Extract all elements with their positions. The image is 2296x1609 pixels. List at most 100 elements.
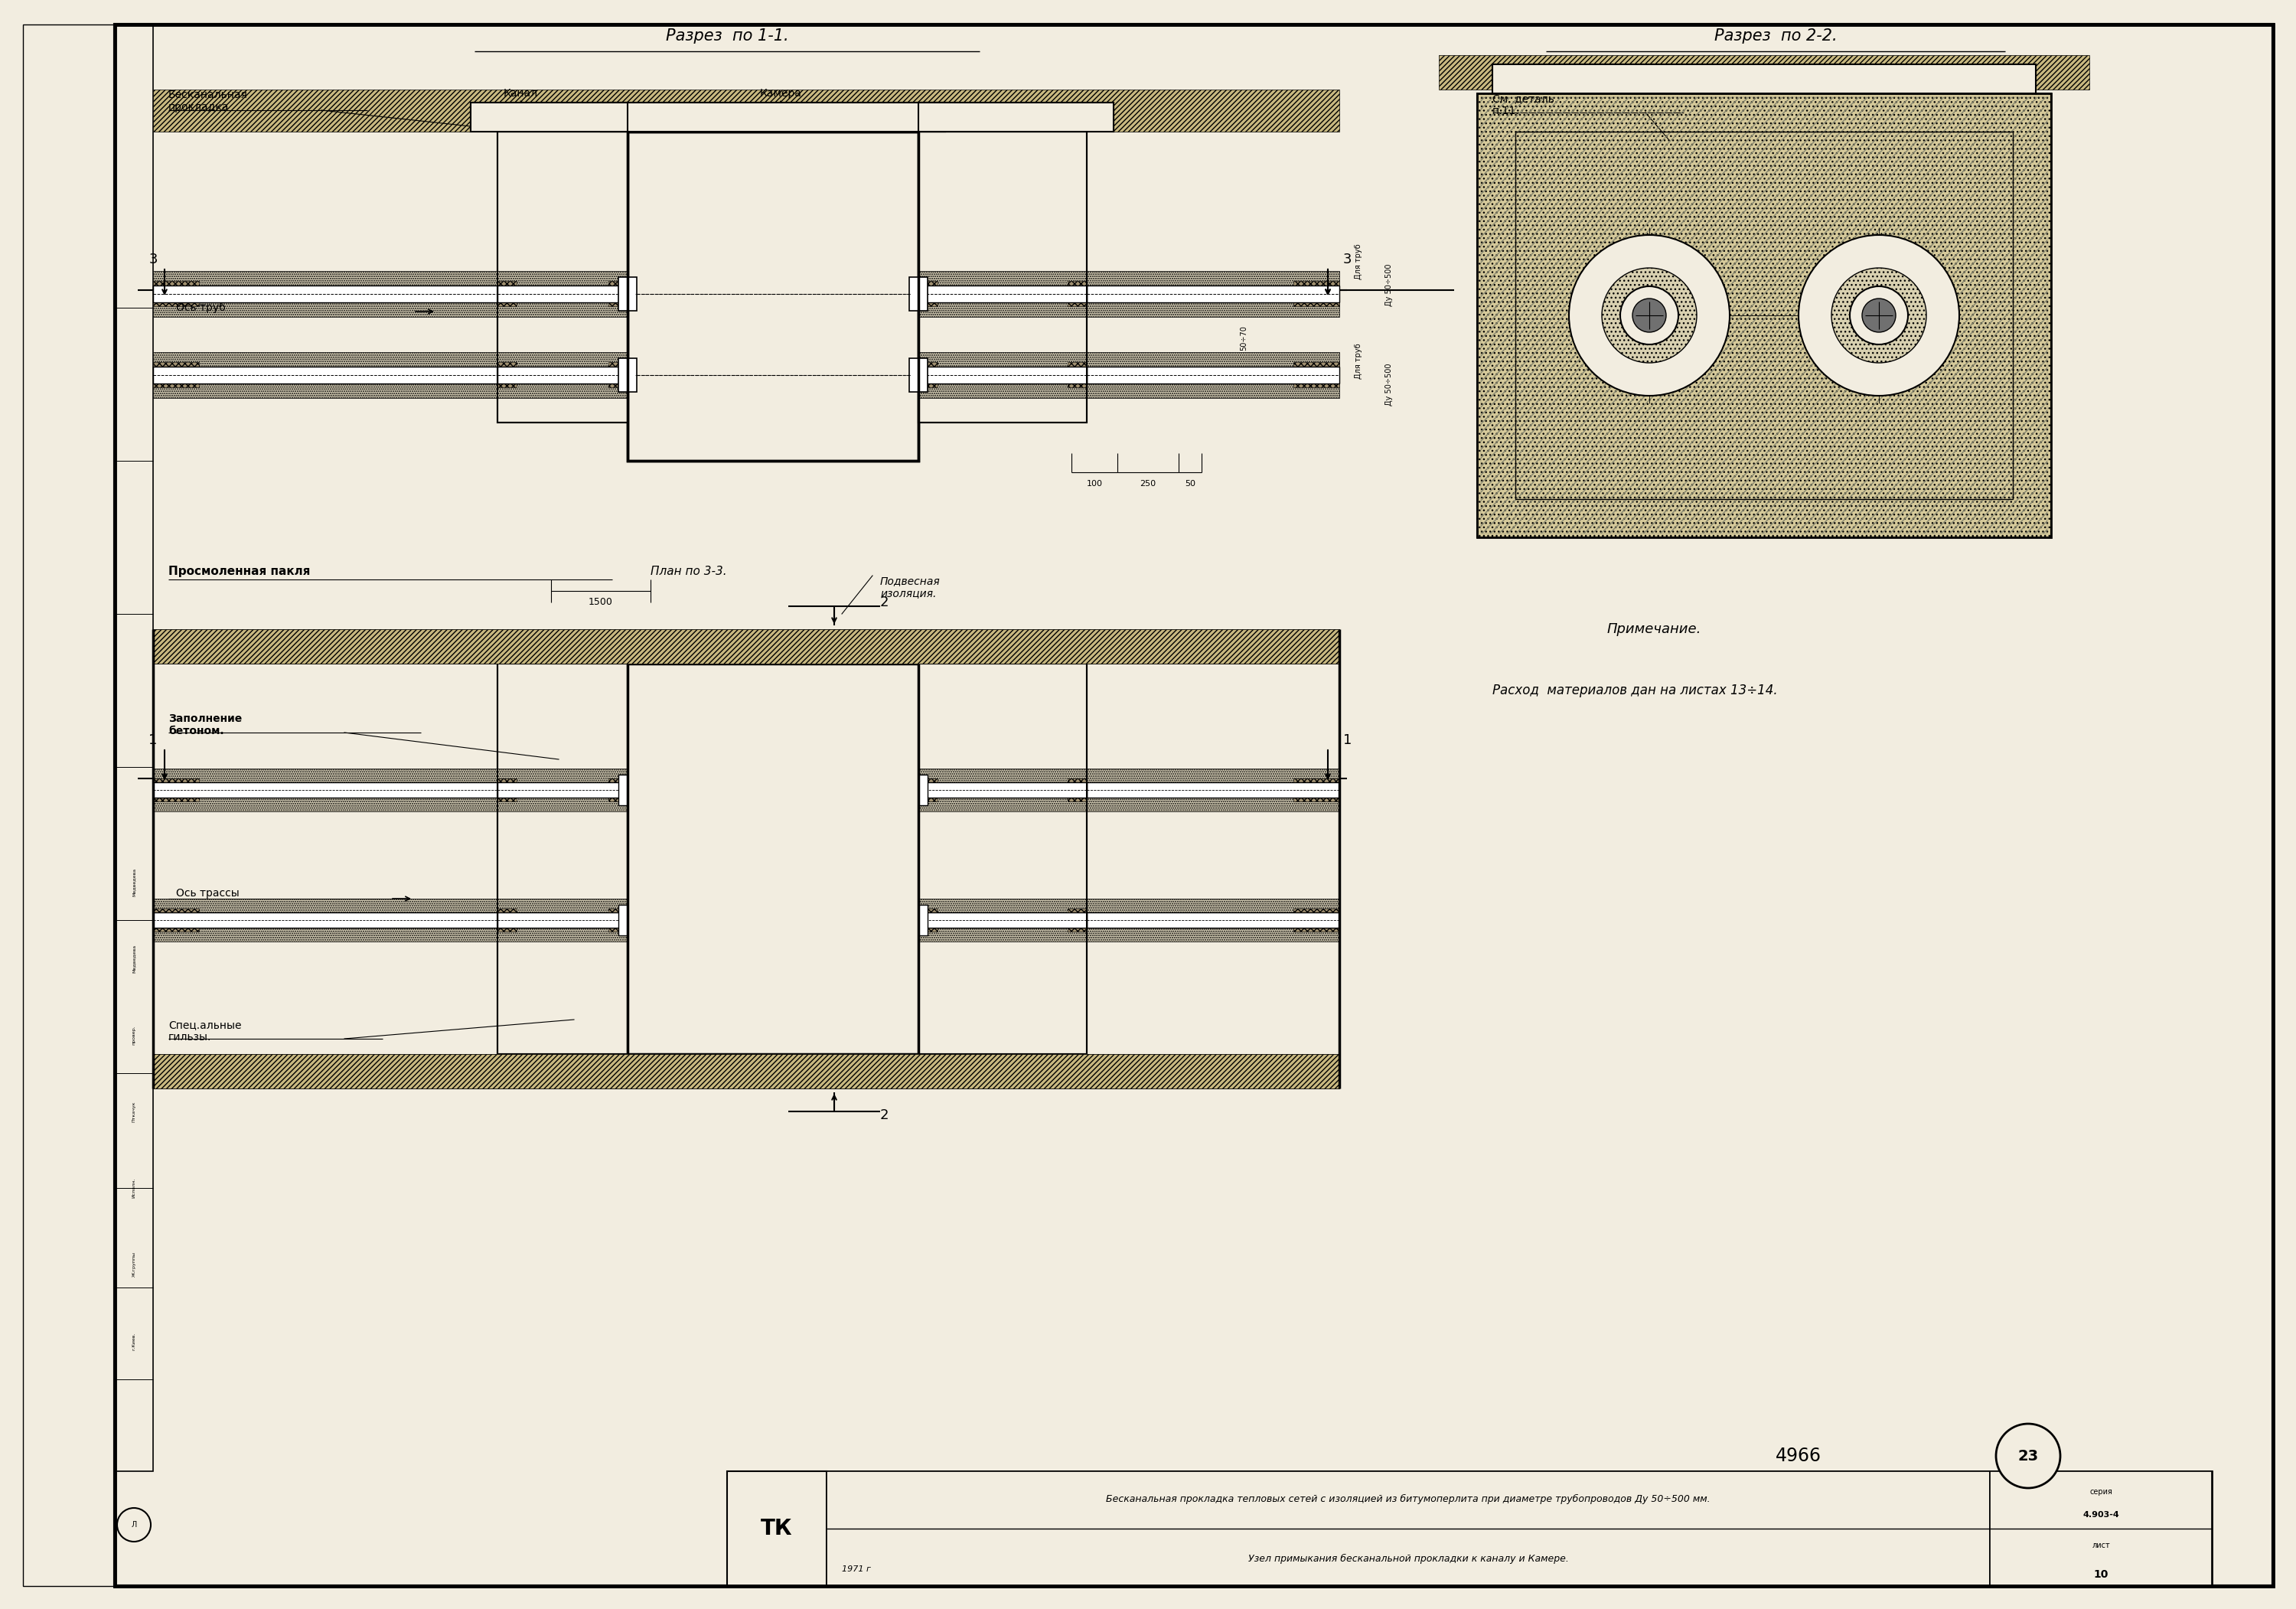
- Text: Узел примыкания бесканальной прокладки к каналу и Камере.: Узел примыкания бесканальной прокладки к…: [1249, 1553, 1568, 1564]
- Bar: [618, 774, 636, 804]
- Bar: [1476, 93, 2050, 537]
- Text: План по 3-3.: План по 3-3.: [650, 566, 728, 578]
- Bar: [918, 663, 1086, 1054]
- Bar: [618, 904, 636, 935]
- Text: серия: серия: [2089, 1488, 2112, 1496]
- Bar: [1086, 769, 1339, 811]
- Bar: [918, 899, 1086, 941]
- Bar: [498, 270, 627, 317]
- Bar: [827, 1471, 1991, 1586]
- Text: См. деталь
п.11.: См. деталь п.11.: [1492, 93, 1554, 116]
- Bar: [154, 912, 498, 928]
- Text: Камера: Камера: [760, 88, 801, 98]
- Bar: [1293, 909, 1339, 932]
- Text: 4966: 4966: [1775, 1446, 1821, 1466]
- Text: 4.903-4: 4.903-4: [2082, 1511, 2119, 1519]
- Bar: [498, 663, 627, 1054]
- Text: 23: 23: [2018, 1448, 2039, 1463]
- Bar: [728, 1471, 827, 1586]
- Text: 3: 3: [1343, 253, 1352, 267]
- Bar: [154, 629, 1339, 663]
- Bar: [1086, 270, 1339, 317]
- Bar: [918, 270, 1086, 317]
- Circle shape: [1798, 235, 1958, 396]
- Circle shape: [1632, 299, 1667, 331]
- Text: 1: 1: [1343, 734, 1352, 747]
- Text: 2: 2: [879, 1109, 889, 1121]
- Bar: [1086, 782, 1339, 798]
- Bar: [608, 779, 627, 801]
- Bar: [1068, 909, 1086, 932]
- Bar: [1086, 352, 1339, 397]
- Bar: [918, 912, 1086, 928]
- Bar: [608, 909, 627, 932]
- Text: Исполн.: Исполн.: [131, 1178, 135, 1199]
- Text: провер.: провер.: [131, 1025, 135, 1044]
- Text: 250: 250: [1139, 479, 1157, 488]
- Bar: [1293, 282, 1339, 307]
- Text: Медведева: Медведева: [131, 867, 135, 896]
- Bar: [627, 663, 918, 1054]
- Text: Просмоленная пакля: Просмоленная пакля: [168, 566, 310, 578]
- Bar: [154, 909, 200, 932]
- Bar: [1086, 899, 1339, 941]
- Text: 1500: 1500: [588, 597, 613, 607]
- Text: В.П.: В.П.: [762, 785, 783, 795]
- Bar: [498, 132, 627, 423]
- Circle shape: [1832, 269, 1926, 362]
- Bar: [471, 103, 627, 132]
- Bar: [498, 769, 627, 811]
- Bar: [918, 362, 937, 388]
- Bar: [154, 769, 498, 811]
- Bar: [154, 362, 200, 388]
- Circle shape: [1621, 286, 1678, 344]
- Bar: [1086, 367, 1339, 383]
- Bar: [1068, 779, 1086, 801]
- Text: Спец.альные
гильзы.: Спец.альные гильзы.: [168, 1020, 241, 1043]
- Bar: [618, 359, 636, 393]
- Text: 3: 3: [149, 253, 158, 267]
- Bar: [154, 782, 498, 798]
- Bar: [918, 103, 1114, 132]
- Bar: [1440, 55, 2089, 90]
- Bar: [618, 277, 636, 311]
- Text: ТК: ТК: [760, 1517, 792, 1540]
- Bar: [918, 285, 1086, 302]
- Bar: [154, 367, 498, 383]
- Bar: [1293, 362, 1339, 388]
- Text: 50: 50: [1185, 479, 1196, 488]
- Bar: [918, 367, 1086, 383]
- Text: Расход  материалов дан на листах 13÷14.: Расход материалов дан на листах 13÷14.: [1492, 684, 1777, 697]
- Text: Для труб: Для труб: [1355, 343, 1362, 380]
- Text: 10: 10: [2094, 1569, 2108, 1580]
- Bar: [154, 352, 498, 397]
- Text: 2: 2: [879, 595, 889, 610]
- Bar: [1515, 132, 2014, 499]
- Bar: [1991, 1471, 2211, 1586]
- Bar: [1068, 362, 1086, 388]
- Circle shape: [1995, 1424, 2060, 1488]
- Bar: [498, 362, 517, 388]
- Text: Ду 50÷500: Ду 50÷500: [1384, 264, 1394, 306]
- Bar: [154, 285, 498, 302]
- Bar: [1086, 912, 1339, 928]
- Bar: [1481, 97, 2048, 534]
- Bar: [1293, 779, 1339, 801]
- Bar: [1492, 64, 2037, 93]
- Text: Канал: Канал: [503, 88, 537, 98]
- Bar: [1476, 93, 2050, 537]
- Bar: [909, 774, 928, 804]
- Text: г.Киев.: г.Киев.: [131, 1332, 135, 1350]
- Circle shape: [1851, 286, 1908, 344]
- Text: В.О.: В.О.: [762, 916, 785, 925]
- Bar: [471, 103, 627, 132]
- Text: 1: 1: [149, 734, 158, 747]
- Text: Для труб: Для труб: [1355, 245, 1362, 280]
- Circle shape: [117, 1508, 152, 1541]
- Bar: [498, 912, 627, 928]
- Bar: [498, 352, 627, 397]
- Bar: [154, 1054, 1339, 1088]
- Bar: [602, 103, 946, 132]
- Bar: [728, 1471, 2211, 1586]
- Bar: [909, 904, 928, 935]
